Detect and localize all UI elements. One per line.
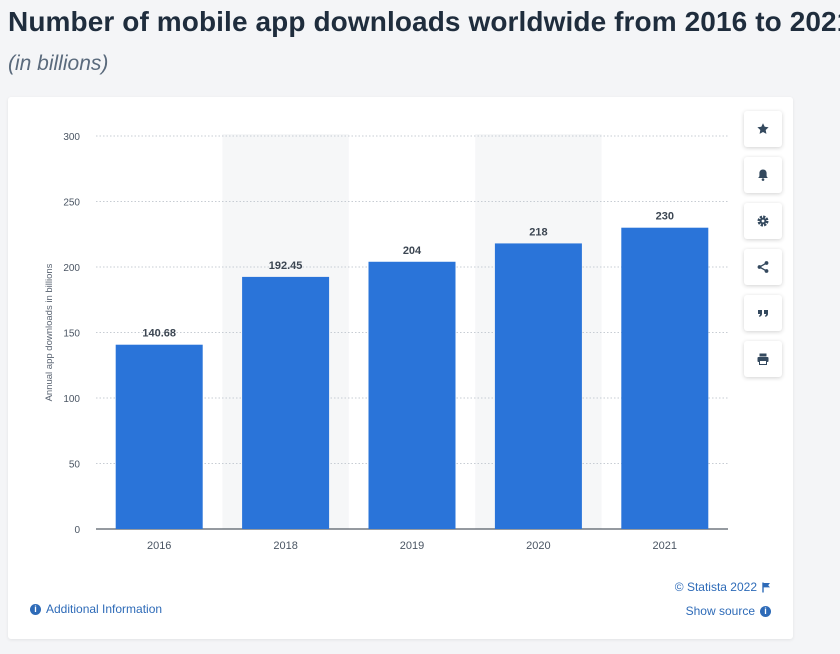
- data-label: 204: [403, 245, 422, 257]
- x-tick-label: 2021: [653, 540, 677, 552]
- y-axis-label: Annual app downloads in billions: [44, 263, 55, 401]
- data-label: 230: [656, 211, 674, 223]
- info-icon: i: [30, 603, 41, 615]
- additional-information-text: Additional Information: [46, 602, 163, 616]
- share-icon: [757, 261, 769, 273]
- copyright-text: © Statista 2022: [674, 580, 757, 594]
- data-label: 140.68: [142, 328, 176, 340]
- show-source-link[interactable]: Show source i: [686, 604, 771, 618]
- quote-icon: [758, 310, 768, 317]
- print-button[interactable]: [744, 341, 782, 377]
- y-tick-label: 200: [63, 263, 80, 274]
- share-button[interactable]: [744, 249, 782, 285]
- x-tick-label: 2018: [273, 540, 297, 552]
- y-tick-label: 250: [63, 198, 80, 209]
- page-subtitle: (in billions): [8, 52, 109, 75]
- show-source-text: Show source: [685, 604, 755, 618]
- x-tick-label: 2019: [400, 540, 424, 552]
- data-label: 218: [529, 226, 547, 238]
- flag-icon: [762, 582, 770, 592]
- bar: [368, 261, 456, 529]
- gear-icon: [757, 215, 769, 227]
- print-icon: [757, 353, 769, 365]
- cite-button[interactable]: [744, 295, 782, 331]
- bell-icon: [758, 169, 768, 181]
- chart-card: 0 50 100 150 200 250 300 140.68 2016 192.45 2018 20…: [8, 97, 793, 639]
- y-tick-label: 100: [63, 394, 80, 405]
- settings-button[interactable]: [744, 203, 782, 239]
- bar: [621, 227, 709, 529]
- additional-information-link[interactable]: i Additional Information: [30, 602, 162, 616]
- bar: [115, 344, 203, 529]
- x-tick-label: 2020: [526, 540, 550, 552]
- bar: [494, 243, 582, 530]
- page-title: Number of mobile app downloads worldwide…: [8, 6, 840, 37]
- y-tick-label: 300: [63, 132, 80, 143]
- bar: [242, 276, 330, 529]
- y-tick-label: 150: [63, 329, 80, 340]
- notification-button[interactable]: [744, 157, 782, 193]
- info-icon: i: [760, 605, 771, 617]
- y-tick-label: 50: [69, 460, 81, 471]
- x-tick-label: 2016: [147, 540, 171, 552]
- bar-chart: 0 50 100 150 200 250 300 140.68 2016 192.45 2018 20…: [44, 132, 728, 552]
- favorite-button[interactable]: [744, 111, 782, 147]
- data-label: 192.45: [269, 260, 303, 272]
- y-tick-label: 0: [74, 525, 80, 536]
- copyright-link[interactable]: © Statista 2022: [675, 580, 771, 594]
- star-icon: [757, 123, 769, 134]
